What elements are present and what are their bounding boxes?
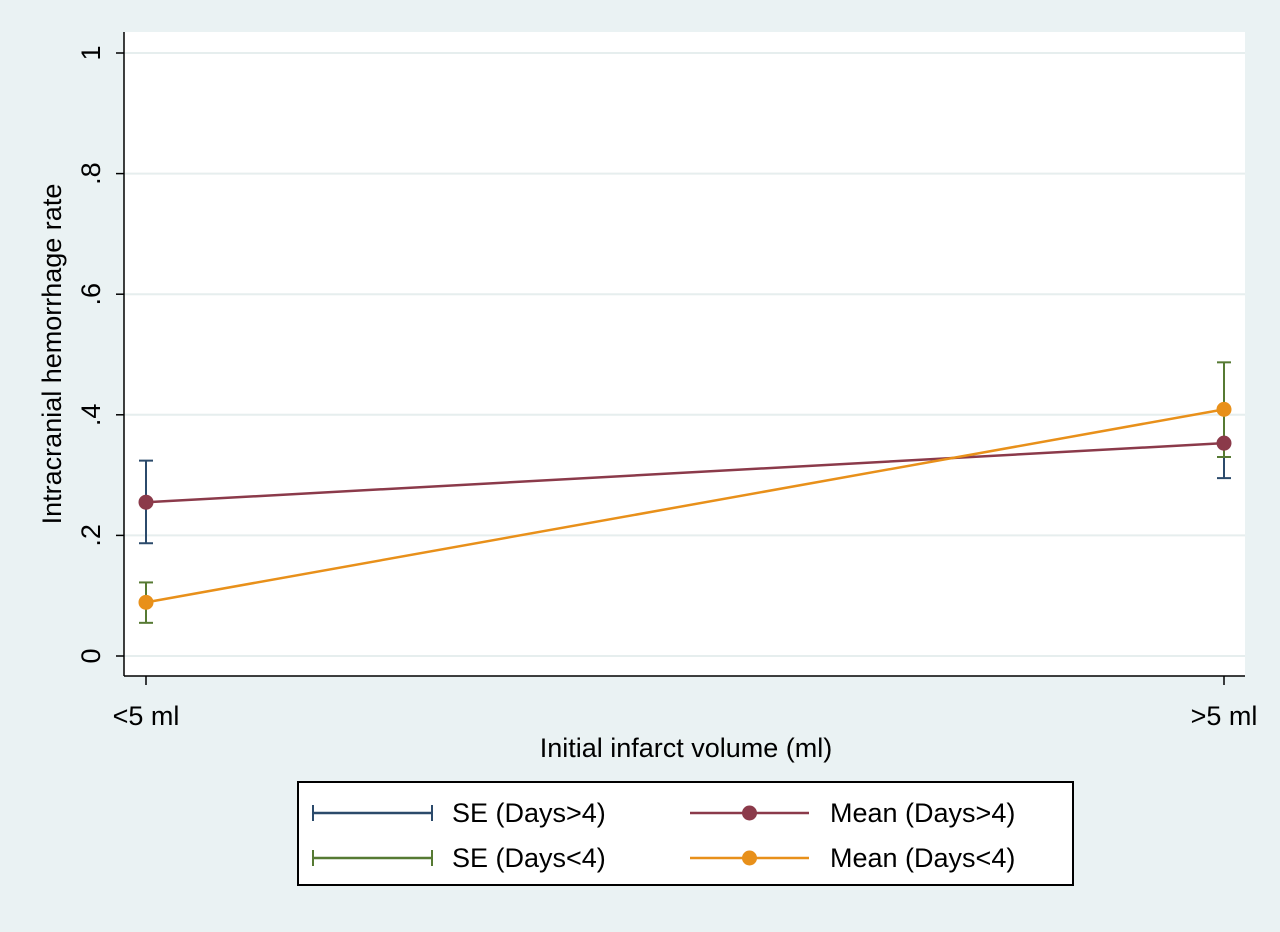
legend-marker — [742, 850, 757, 866]
y-axis-label: Intracranial hemorrhage rate — [37, 184, 67, 525]
legend: SE (Days>4) Mean (Days>4) SE (Days<4) Mean … — [297, 781, 1074, 886]
legend-marker — [742, 805, 757, 821]
data-point — [1216, 435, 1232, 451]
x-tick-label: <5 ml — [113, 701, 180, 731]
legend-item: Mean (Days<4) — [690, 843, 1015, 873]
y-tick-label: 0 — [76, 648, 106, 663]
y-tick-label: .6 — [76, 283, 106, 306]
y-tick-label: 1 — [76, 45, 106, 60]
data-point — [1216, 401, 1232, 417]
plot-area — [124, 32, 1245, 676]
x-axis-label: Initial infarct volume (ml) — [540, 733, 833, 763]
data-point — [138, 594, 154, 610]
legend-box — [297, 781, 1074, 886]
y-tick-label: .8 — [76, 162, 106, 185]
legend-label: SE (Days<4) — [452, 843, 606, 873]
legend-item: SE (Days<4) — [312, 843, 606, 873]
legend-label: Mean (Days>4) — [830, 798, 1015, 828]
series-line — [145, 441, 1225, 504]
y-tick-label: .2 — [76, 524, 106, 547]
legend-label: Mean (Days<4) — [830, 843, 1015, 873]
legend-item: SE (Days>4) — [312, 798, 606, 828]
gridlines — [124, 52, 1245, 657]
legend-label: SE (Days>4) — [452, 798, 606, 828]
y-tick-label: .4 — [76, 404, 106, 427]
legend-item: Mean (Days>4) — [690, 798, 1015, 828]
data-point — [138, 494, 154, 510]
series-layer — [138, 361, 1232, 624]
x-axis: <5 ml >5 ml — [113, 675, 1258, 731]
y-axis: 0 .2 .4 .6 .8 1 — [76, 32, 125, 676]
series-line — [145, 408, 1225, 604]
x-tick-label: >5 ml — [1191, 701, 1258, 731]
